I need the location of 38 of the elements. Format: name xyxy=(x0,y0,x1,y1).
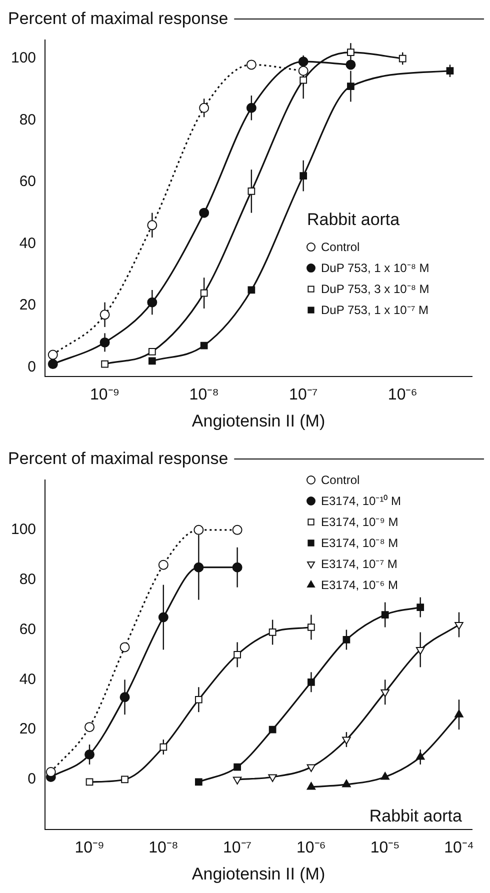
y-tick-label: 20 xyxy=(19,296,36,314)
y-tick-label: 60 xyxy=(19,173,36,190)
y-tick-label: 40 xyxy=(19,670,36,688)
y-tick-label: 60 xyxy=(19,620,36,638)
x-tick-label: 10⁻⁶ xyxy=(388,386,418,404)
x-axis-title: Angiotensin II (M) xyxy=(192,864,326,884)
y-tick-label: 0 xyxy=(28,358,36,376)
annotation: Rabbit aorta xyxy=(369,806,463,826)
y-tick-label: 20 xyxy=(19,720,36,738)
y-axis-title: Percent of maximal response xyxy=(8,449,228,468)
x-tick-label: 10⁻⁹ xyxy=(74,839,104,856)
x-tick-label: 10⁻⁹ xyxy=(90,386,120,404)
y-tick-label: 40 xyxy=(19,234,36,252)
x-tick-label: 10⁻⁴ xyxy=(444,839,474,856)
x-tick-label: 10⁻⁵ xyxy=(370,839,400,856)
legend-label: Control xyxy=(321,473,360,487)
legend-label: DuP 753, 3 x 10⁻⁸ M xyxy=(321,282,430,296)
y-tick-label: 100 xyxy=(10,521,36,538)
y-axis-title: Percent of maximal response xyxy=(8,9,228,28)
x-axis-title: Angiotensin II (M) xyxy=(192,411,326,430)
legend-label: E3174, 10⁻⁷ M xyxy=(321,557,398,571)
y-tick-label: 80 xyxy=(19,570,36,588)
x-tick-label: 10⁻⁸ xyxy=(189,386,219,404)
y-tick-label: 100 xyxy=(10,50,36,67)
legend-label: DuP 753, 1 x 10⁻⁷ M xyxy=(321,303,429,318)
y-tick-label: 0 xyxy=(28,770,36,788)
legend-label: E3174, 10⁻⁶ M xyxy=(321,578,398,592)
legend-title: Rabbit aorta xyxy=(307,210,400,230)
x-tick-label: 10⁻⁶ xyxy=(296,839,326,856)
x-tick-label: 10⁻⁸ xyxy=(148,839,178,856)
legend-label: E3174, 10⁻¹⁰ M xyxy=(321,494,402,508)
legend-label: E3174, 10⁻⁹ M xyxy=(321,515,398,529)
legend-label: Control xyxy=(321,240,360,254)
legend-label: DuP 753, 1 x 10⁻⁸ M xyxy=(321,261,430,276)
x-tick-label: 10⁻⁷ xyxy=(289,386,318,404)
legend-label: E3174, 10⁻⁸ M xyxy=(321,536,398,550)
y-tick-label: 80 xyxy=(19,111,36,128)
x-tick-label: 10⁻⁷ xyxy=(223,839,252,856)
